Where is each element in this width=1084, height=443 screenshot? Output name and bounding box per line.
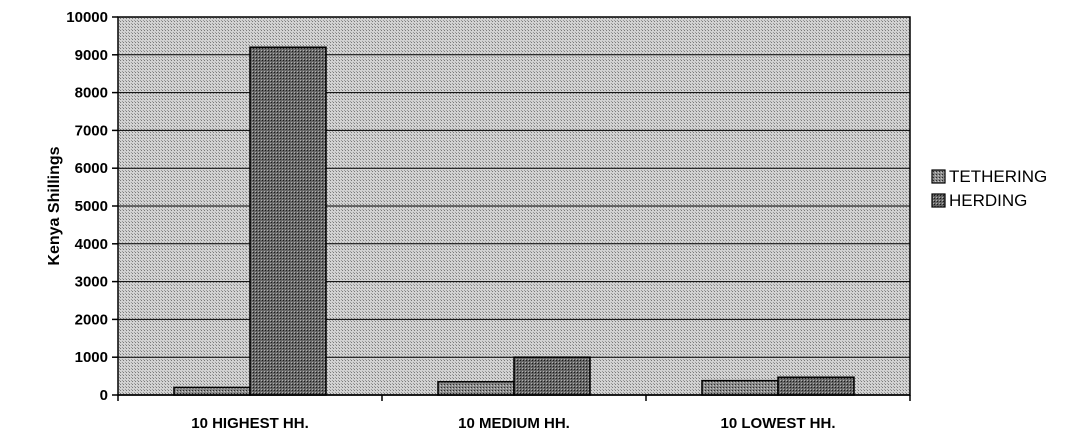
y-tick-label: 7000 [75, 122, 108, 139]
axes [112, 16, 911, 401]
y-tick-label: 5000 [75, 198, 108, 215]
x-tick-label: 10 LOWEST HH. [720, 415, 835, 432]
legend-box [930, 162, 1080, 222]
y-tick-label: 3000 [75, 274, 108, 291]
bar-herding-1 [249, 46, 327, 396]
bar-tethering-3 [701, 379, 779, 396]
y-tick-label: 8000 [75, 85, 108, 102]
bar-herding-3 [777, 376, 855, 396]
y-tick-label: 6000 [75, 160, 108, 177]
y-tick-labels: 0 1000 2000 3000 4000 5000 6000 7000 8000 9000 100… [66, 9, 108, 404]
x-tick-label: 10 HIGHEST HH. [191, 415, 309, 432]
legend-swatch-herding [931, 193, 946, 208]
legend-swatch-tethering [931, 169, 946, 184]
y-axis-title: Kenya Shillings [46, 146, 63, 265]
legend-label-tethering: TETHERING [949, 167, 1047, 186]
bar-tethering-1 [173, 386, 251, 396]
x-tick-labels: 10 HIGHEST HH. 10 MEDIUM HH. 10 LOWEST HH. [191, 415, 835, 432]
y-tick-label: 9000 [75, 47, 108, 64]
legend: TETHERING HERDING [930, 162, 1080, 222]
bar-tethering-2 [437, 381, 515, 396]
x-tick-label: 10 MEDIUM HH. [458, 415, 570, 432]
y-tick-label: 1000 [75, 349, 108, 366]
y-tick-label: 2000 [75, 311, 108, 328]
y-tick-label: 0 [100, 387, 108, 404]
y-tick-label: 4000 [75, 236, 108, 253]
legend-label-herding: HERDING [949, 191, 1027, 210]
y-tick-label: 10000 [66, 9, 108, 26]
bars [173, 46, 855, 396]
bar-herding-2 [513, 356, 591, 396]
